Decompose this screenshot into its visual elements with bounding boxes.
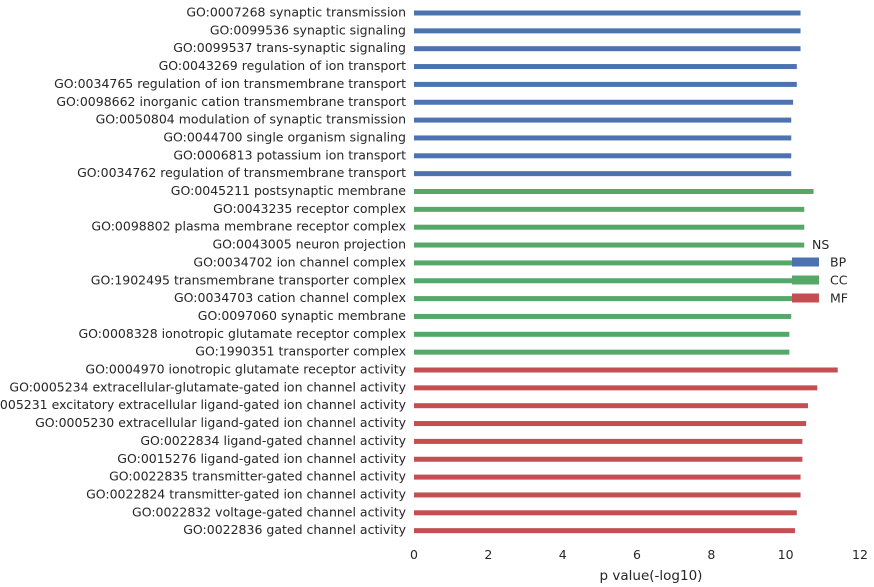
bar-cc [414, 313, 792, 319]
legend-swatch-cc [792, 275, 819, 285]
bar-cc [414, 331, 790, 337]
category-label: GO:0022834 ligand-gated channel activity [140, 433, 406, 448]
x-tick-label: 10 [778, 547, 794, 562]
category-label: GO:0044700 single organism signaling [163, 129, 406, 144]
bar-cc [414, 278, 799, 284]
bar-mf [414, 421, 807, 427]
bar-cc [414, 296, 797, 302]
bar-bp [414, 153, 792, 159]
category-label: GO:0097060 synaptic membrane [198, 308, 407, 323]
x-tick-label: 0 [410, 547, 418, 562]
legend-swatch-mf [792, 293, 819, 303]
bar-cc [414, 260, 801, 266]
category-label: GO:0005231 excitatory extracellular liga… [0, 397, 407, 412]
legend-title: NS [812, 237, 829, 252]
category-label: GO:0043269 regulation of ion transport [159, 58, 407, 73]
x-tick-label: 6 [633, 547, 641, 562]
category-label: GO:0004970 ionotropic glutamate receptor… [85, 362, 406, 377]
category-label: GO:0098802 plasma membrane receptor comp… [91, 219, 406, 234]
bar-mf [414, 403, 808, 409]
category-label: GO:0099537 trans-synaptic signaling [173, 40, 406, 55]
category-label: GO:0015276 ligand-gated ion channel acti… [117, 451, 406, 466]
x-axis: p value(-log10) 0 2 4 6 8 10 12 [410, 547, 868, 584]
bar-mf [414, 474, 801, 480]
category-label: GO:0005230 extracellular ligand-gated io… [35, 415, 407, 430]
bar-mf [414, 438, 803, 444]
category-label: GO:0005234 extracellular-glutamate-gated… [9, 379, 406, 394]
category-label: GO:1990351 transporter complex [195, 344, 406, 359]
bar-cc [414, 242, 805, 248]
category-label: GO:0008328 ionotropic glutamate receptor… [79, 326, 407, 341]
bar-bp [414, 99, 794, 105]
bar-cc [414, 189, 814, 194]
legend-label-cc: CC [830, 273, 848, 288]
category-label: GO:0022836 gated channel activity [183, 522, 406, 537]
bar-cc [414, 206, 805, 212]
legend-label-mf: MF [830, 291, 848, 306]
bar-mf [414, 385, 818, 391]
bar-cc [414, 349, 790, 355]
category-label: GO:0034703 cation channel complex [174, 290, 406, 305]
legend-label-bp: BP [830, 255, 847, 270]
category-label: GO:0043005 neuron projection [212, 237, 406, 252]
bar-bp [414, 117, 792, 123]
category-label: GO:0099536 synaptic signaling [210, 22, 406, 37]
x-tick-label: 8 [707, 547, 715, 562]
bar-mf [414, 367, 838, 373]
category-label: GO:0022824 transmitter-gated ion channel… [86, 486, 407, 501]
category-label: GO:0050804 modulation of synaptic transm… [96, 112, 406, 127]
bar-bp [414, 10, 801, 16]
category-label: GO:0007268 synaptic transmission [186, 5, 406, 20]
category-label: GO:1902495 transmembrane transporter com… [91, 272, 406, 287]
bars-layer [414, 10, 838, 534]
x-tick-label: 4 [559, 547, 567, 562]
category-label: GO:0006813 potassium ion transport [173, 147, 406, 162]
category-label: GO:0034765 regulation of ion transmembra… [54, 76, 406, 91]
legend-swatch-bp [792, 257, 819, 267]
bar-mf [414, 492, 801, 498]
category-label: GO:0034702 ion channel complex [193, 254, 406, 269]
category-label: GO:0022835 transmitter-gated channel act… [109, 469, 406, 484]
category-label: GO:0022832 voltage-gated channel activit… [132, 504, 407, 519]
bar-bp [414, 81, 797, 87]
category-label: GO:0034762 regulation of transmembrane t… [77, 165, 406, 180]
legend: NS BP CC MF [792, 237, 848, 306]
bar-bp [414, 135, 792, 141]
bar-mf [414, 456, 803, 462]
bar-bp [414, 28, 801, 34]
x-axis-title: p value(-log10) [600, 568, 703, 584]
bar-cc [414, 224, 805, 230]
category-label: GO:0043235 receptor complex [213, 201, 406, 216]
x-tick-label: 12 [852, 547, 868, 562]
bar-mf [414, 528, 795, 534]
x-tick-label: 2 [484, 547, 492, 562]
bar-mf [414, 510, 797, 516]
bar-bp [414, 64, 797, 70]
bar-bp [414, 171, 792, 177]
category-labels: GO:0007268 synaptic transmission GO:00995… [0, 5, 407, 538]
category-label: GO:0098662 inorganic cation transmembran… [56, 94, 406, 109]
category-label: GO:0045211 postsynaptic membrane [171, 183, 407, 198]
bar-bp [414, 46, 801, 52]
